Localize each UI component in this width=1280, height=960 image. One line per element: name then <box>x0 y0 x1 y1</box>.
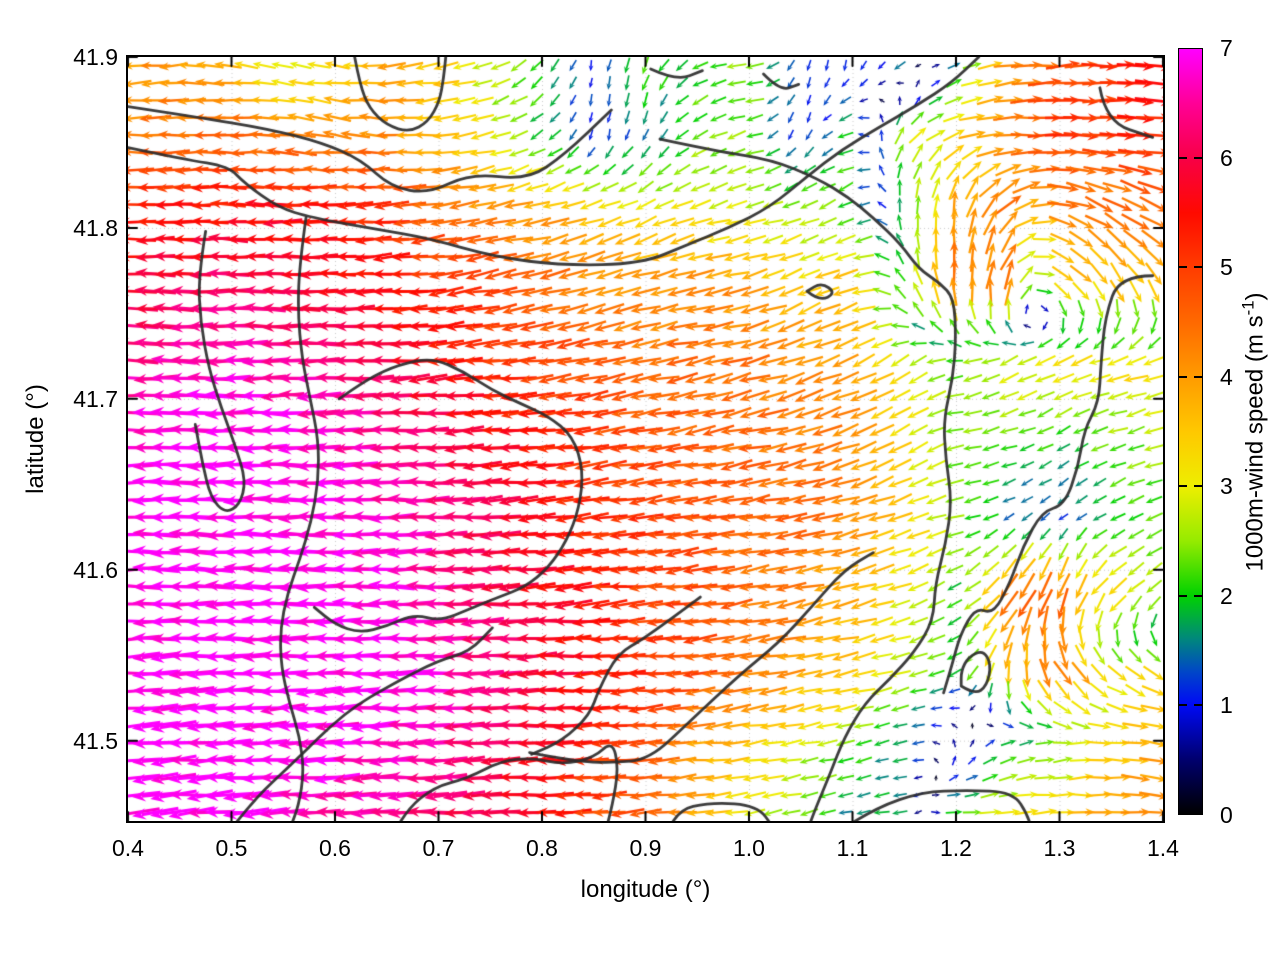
colorbar-title: 1000m-wind speed (m s-1) <box>1239 292 1270 571</box>
colorbar-tick-dash <box>1179 594 1187 597</box>
colorbar-tick-dash <box>1179 375 1187 378</box>
colorbar-tick-dash <box>1194 266 1202 269</box>
colorbar-tick-dash <box>1179 156 1187 159</box>
y-tick-label: 41.8 <box>73 214 118 241</box>
x-tick-label: 0.6 <box>319 835 351 861</box>
x-tick-label: 0.7 <box>422 835 455 861</box>
x-tick-label: 0.4 <box>112 835 144 861</box>
y-tick-label: 41.6 <box>73 556 118 583</box>
colorbar-title-main: 1000m-wind speed (m s <box>1241 314 1269 572</box>
colorbar-tick-dash <box>1179 266 1187 269</box>
x-tick-label: 1.4 <box>1147 835 1179 861</box>
colorbar-tick-label: 6 <box>1220 144 1233 171</box>
colorbar-tick-label: 5 <box>1220 254 1233 281</box>
colorbar-tick-dash <box>1194 485 1202 488</box>
colorbar-tick-label: 4 <box>1220 363 1233 390</box>
colorbar-tick-dash <box>1179 704 1187 707</box>
x-tick-label: 0.8 <box>526 835 558 861</box>
x-axis-title: longitude (°) <box>580 876 711 903</box>
colorbar-tick-label: 7 <box>1220 35 1233 61</box>
colorbar-tick-label: 1 <box>1220 692 1233 719</box>
colorbar-title-superscript: -1 <box>1238 299 1258 315</box>
colorbar-tick-dash <box>1194 594 1202 597</box>
colorbar-tick-dash <box>1179 485 1187 488</box>
y-tick-label: 41.7 <box>73 385 118 412</box>
colorbar-tick-label: 0 <box>1220 802 1233 828</box>
colorbar-tick-dash <box>1194 156 1202 159</box>
colorbar-tick-dash <box>1194 704 1202 707</box>
x-tick-label: 1.2 <box>940 835 972 861</box>
x-tick-label: 1.3 <box>1043 835 1076 861</box>
x-tick-label: 1.1 <box>836 835 869 861</box>
x-tick-label: 0.9 <box>629 835 662 861</box>
colorbar-tick-dash <box>1194 375 1202 378</box>
x-tick-label: 1.0 <box>733 835 765 861</box>
x-tick-label: 0.5 <box>215 835 248 861</box>
colorbar <box>1178 48 1203 815</box>
colorbar-tick-label: 3 <box>1220 473 1233 500</box>
y-tick-label: 41.5 <box>73 727 118 754</box>
colorbar-title-end: ) <box>1241 291 1269 300</box>
colorbar-tick-label: 2 <box>1220 582 1233 609</box>
y-axis-title: latitude (°) <box>22 384 49 494</box>
quiver-canvas <box>126 55 1165 823</box>
y-tick-label: 41.9 <box>73 44 118 70</box>
